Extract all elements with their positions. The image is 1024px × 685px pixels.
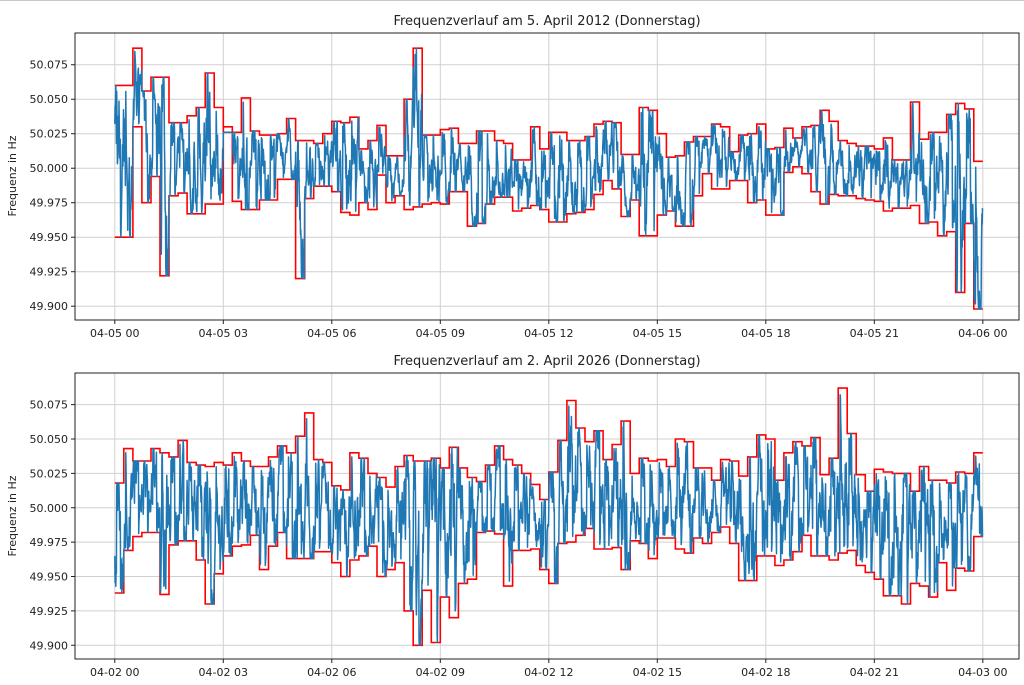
y-tick-label: 49.975 <box>30 536 69 549</box>
x-tick-label: 04-05 09 <box>416 327 465 340</box>
chart-2012: Frequenzverlauf am 5. April 2012 (Donner… <box>6 14 1020 340</box>
y-axis-label: Frequenz in Hz <box>6 135 19 216</box>
y-tick-label: 50.050 <box>30 433 69 446</box>
chart-2026: Frequenzverlauf am 2. April 2026 (Donner… <box>6 354 1020 679</box>
x-tick-label: 04-02 18 <box>741 666 790 679</box>
max-envelope-series <box>114 47 983 163</box>
y-tick-label: 49.950 <box>30 231 69 244</box>
x-tick-label: 04-05 18 <box>741 327 790 340</box>
x-ticks: 04-02 00 04-02 03 04-02 06 04-02 09 04-02 12… <box>90 659 1008 679</box>
frequency-series <box>114 393 984 647</box>
x-tick-label: 04-02 00 <box>90 666 139 679</box>
x-tick-label: 04-02 06 <box>307 666 356 679</box>
y-tick-label: 49.950 <box>30 571 69 584</box>
y-tick-label: 49.900 <box>30 300 69 313</box>
y-tick-label: 49.975 <box>30 197 69 210</box>
frequency-line <box>114 393 984 647</box>
axes-frame <box>74 32 1020 321</box>
x-tick-label: 04-06 00 <box>958 327 1007 340</box>
x-tick-label: 04-05 12 <box>524 327 573 340</box>
plot-frame <box>74 32 1020 321</box>
axes-frame <box>74 372 1020 660</box>
window-top-border <box>0 0 1024 1</box>
y-tick-label: 49.900 <box>30 639 69 652</box>
x-tick-label: 04-02 15 <box>633 666 682 679</box>
y-axis-label: Frequenz in Hz <box>6 475 19 556</box>
x-tick-label: 04-02 09 <box>416 666 465 679</box>
y-tick-label: 50.050 <box>30 93 69 106</box>
plot-frame <box>74 372 1020 660</box>
y-tick-label: 50.000 <box>30 502 69 515</box>
y-tick-label: 50.025 <box>30 467 69 480</box>
y-tick-label: 50.075 <box>30 59 69 72</box>
x-tick-label: 04-02 03 <box>199 666 248 679</box>
y-ticks: 49.900 49.925 49.950 49.975 50.000 50.025 50.0… <box>30 399 75 652</box>
chart-title: Frequenzverlauf am 2. April 2026 (Donner… <box>393 354 700 369</box>
x-ticks: 04-05 00 04-05 03 04-05 06 04-05 09 04-05 12… <box>90 320 1008 340</box>
y-tick-label: 49.925 <box>30 266 69 279</box>
x-tick-label: 04-02 21 <box>850 666 899 679</box>
y-tick-label: 49.925 <box>30 605 69 618</box>
x-tick-label: 04-05 06 <box>307 327 356 340</box>
frequency-line <box>114 47 984 310</box>
x-tick-label: 04-05 03 <box>199 327 248 340</box>
y-tick-label: 50.025 <box>30 128 69 141</box>
x-tick-label: 04-02 12 <box>524 666 573 679</box>
y-ticks: 49.900 49.925 49.950 49.975 50.000 50.025 50.0… <box>30 59 75 313</box>
x-tick-label: 04-05 15 <box>633 327 682 340</box>
x-tick-label: 04-03 00 <box>958 666 1007 679</box>
frequency-series <box>114 47 984 310</box>
gridlines <box>75 373 1019 659</box>
y-tick-label: 50.075 <box>30 399 69 412</box>
y-tick-label: 50.000 <box>30 162 69 175</box>
x-tick-label: 04-05 21 <box>850 327 899 340</box>
chart-title: Frequenzverlauf am 5. April 2012 (Donner… <box>393 14 700 29</box>
x-tick-label: 04-05 00 <box>90 327 139 340</box>
